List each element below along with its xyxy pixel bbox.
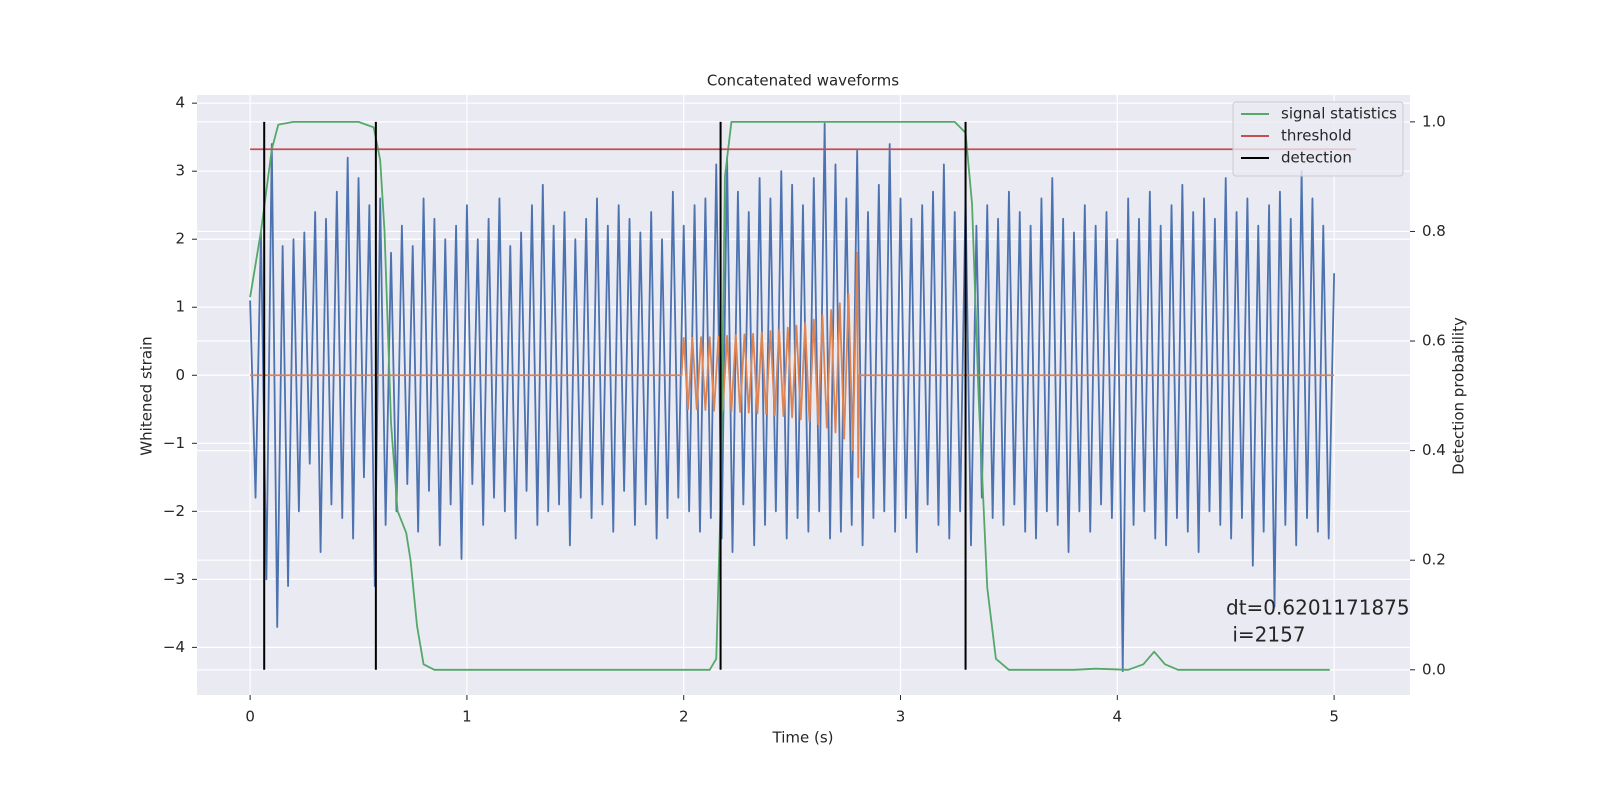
y-tick-label: 1 <box>175 298 185 316</box>
y-tick-label: −4 <box>163 638 185 656</box>
chart-title: Concatenated waveforms <box>707 72 899 90</box>
y-tick-label: 2 <box>175 230 185 248</box>
waveform-line <box>250 251 1335 479</box>
annotation: dt=0.6201171875 <box>1226 596 1410 620</box>
data-layer <box>249 120 1356 673</box>
legend-label: signal statistics <box>1281 105 1397 123</box>
y2-tick-label: 0.2 <box>1422 551 1446 569</box>
waveform-line <box>249 122 1336 673</box>
y-tick-label: −2 <box>163 502 185 520</box>
y2-tick-label: 0.4 <box>1422 441 1446 459</box>
x-tick-label: 0 <box>245 708 255 726</box>
y2-axis-label: Detection probability <box>1450 317 1468 475</box>
y2-tick-label: 0.0 <box>1422 660 1446 678</box>
y2-tick-label: 0.6 <box>1422 332 1446 350</box>
y-tick-label: 0 <box>175 366 185 384</box>
y-tick-label: 3 <box>175 162 185 180</box>
y2-tick-label: 0.8 <box>1422 222 1446 240</box>
y-axis-label: Whitened strain <box>138 336 156 455</box>
x-tick-label: 3 <box>896 708 906 726</box>
legend-label: detection <box>1281 149 1352 167</box>
annotation: i=2157 <box>1226 623 1306 647</box>
legend-box <box>1232 101 1404 177</box>
legend: signal statistics threshold detection <box>1232 101 1404 177</box>
series-line <box>249 120 1330 671</box>
x-tick-label: 5 <box>1329 708 1339 726</box>
x-tick-label: 4 <box>1113 708 1123 726</box>
y-tick-label: −1 <box>163 434 185 452</box>
y-tick-label: 4 <box>175 94 185 112</box>
x-tick-label: 1 <box>462 708 472 726</box>
legend-label: threshold <box>1281 127 1352 145</box>
y2-tick-label: 1.0 <box>1422 112 1446 130</box>
y-tick-label: −3 <box>163 570 185 588</box>
x-tick-label: 2 <box>679 708 689 726</box>
x-axis-label: Time (s) <box>772 729 834 747</box>
